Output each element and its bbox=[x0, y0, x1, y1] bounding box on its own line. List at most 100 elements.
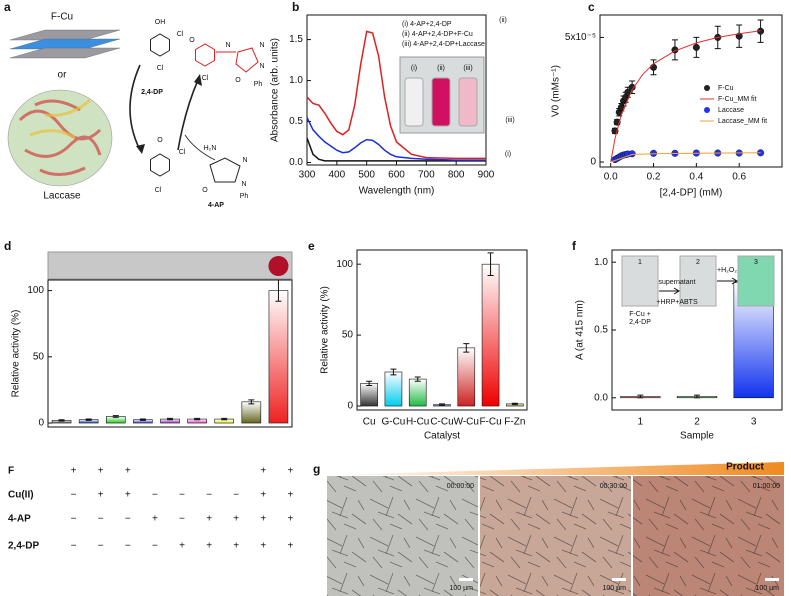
panel-label: e bbox=[308, 239, 315, 253]
x-tick-label: 500 bbox=[358, 170, 375, 181]
ring bbox=[195, 43, 215, 67]
arrow bbox=[129, 64, 141, 151]
point bbox=[735, 32, 743, 40]
y-tick-label: 5x10⁻⁵ bbox=[565, 32, 596, 43]
line bbox=[306, 30, 486, 160]
atom-label: O bbox=[235, 77, 241, 84]
error-bar bbox=[221, 417, 228, 421]
x-axis-title: Wavelength (nm) bbox=[359, 186, 435, 197]
table-cell: + bbox=[98, 490, 104, 501]
legend-entry: Laccase bbox=[718, 107, 744, 114]
micrograph-fibers bbox=[480, 476, 631, 596]
table-cell: + bbox=[179, 541, 185, 552]
plot-frame bbox=[599, 14, 783, 168]
y-tick-label: 1.0 bbox=[594, 257, 608, 268]
table-cell: + bbox=[152, 514, 158, 525]
line bbox=[306, 117, 486, 161]
vial bbox=[404, 77, 424, 127]
table-cell: + bbox=[260, 466, 266, 477]
table-cell: − bbox=[233, 490, 239, 501]
atom-label: N bbox=[225, 42, 230, 49]
line bbox=[306, 137, 486, 162]
fit-line bbox=[610, 30, 761, 163]
table-cell: − bbox=[125, 514, 131, 525]
x-tick-label: 600 bbox=[388, 170, 405, 181]
atom-label: H₂N bbox=[204, 145, 217, 152]
bar bbox=[268, 290, 289, 424]
error-bar bbox=[248, 399, 255, 405]
annotation: (iii) bbox=[505, 117, 514, 124]
y-axis-title: V0 (mMs⁻¹) bbox=[551, 65, 562, 117]
legend-key bbox=[704, 85, 710, 91]
arrowhead bbox=[136, 144, 145, 154]
point bbox=[650, 63, 658, 71]
arrow bbox=[177, 79, 199, 151]
x-tick-label: 700 bbox=[418, 170, 435, 181]
or-label: or bbox=[58, 70, 68, 81]
error-bar bbox=[366, 380, 373, 386]
x-tick-label: 900 bbox=[478, 170, 495, 181]
bar bbox=[408, 378, 427, 407]
atom-label: Cl bbox=[157, 65, 164, 72]
error-bar bbox=[194, 417, 201, 421]
table-cell: − bbox=[125, 541, 131, 552]
sheet-layer bbox=[9, 38, 121, 50]
atom-label: N bbox=[259, 42, 264, 49]
table-cell: − bbox=[179, 514, 185, 525]
scale-bar bbox=[459, 578, 473, 581]
scale-label: 100 µm bbox=[450, 585, 474, 592]
table-cell: − bbox=[179, 490, 185, 501]
atom-label: Cl bbox=[179, 149, 186, 156]
legend-entry: F-Cu bbox=[718, 85, 734, 92]
ring bbox=[209, 157, 241, 183]
atom-label: Cl bbox=[155, 187, 162, 194]
table-cell: + bbox=[71, 466, 77, 477]
error-bar bbox=[694, 394, 700, 399]
y-tick-label: 0 bbox=[590, 157, 596, 168]
error-bar bbox=[487, 252, 494, 277]
table-cell: + bbox=[288, 541, 294, 552]
row-label: 2,4-DP bbox=[8, 541, 39, 552]
inset-label: F-Cu + bbox=[629, 311, 651, 318]
inset-label: 2,4-DP bbox=[629, 319, 651, 326]
error-bar bbox=[511, 402, 518, 406]
y-axis-title: A (at 415 nm) bbox=[575, 300, 586, 360]
x-tick-label: 0.2 bbox=[647, 172, 661, 183]
atom-label: O bbox=[202, 187, 208, 194]
y-tick-label: 0.0 bbox=[594, 392, 608, 403]
y-tick-label: 50 bbox=[33, 351, 45, 362]
panel-label: b bbox=[292, 0, 299, 14]
inset-label: (i) bbox=[411, 65, 417, 72]
table-cell: + bbox=[125, 466, 131, 477]
inset-photo bbox=[621, 255, 659, 307]
arrowhead bbox=[194, 74, 202, 86]
y-tick-label: 0 bbox=[38, 418, 44, 429]
table-cell: + bbox=[233, 541, 239, 552]
scale-bar bbox=[765, 578, 779, 581]
scale-bar bbox=[612, 578, 626, 581]
y-tick-label: 1.0 bbox=[289, 75, 303, 86]
photo-strip bbox=[47, 251, 293, 280]
protein-ribbons bbox=[29, 98, 92, 140]
atom-label: Ph bbox=[254, 81, 263, 88]
bar bbox=[457, 347, 476, 407]
protein-ribbons bbox=[18, 99, 102, 176]
table-cell: + bbox=[260, 514, 266, 525]
x-axis-title: Sample bbox=[680, 431, 714, 442]
atom-label: O bbox=[157, 137, 163, 144]
legend-key bbox=[704, 107, 710, 113]
legend-entry: F-Cu_MM fit bbox=[718, 96, 757, 103]
x-axis-title: [2,4-DP] (mM) bbox=[660, 188, 723, 199]
bar bbox=[481, 263, 500, 407]
annotation: (ii) bbox=[499, 17, 507, 24]
reagent-label: 2,4-DP bbox=[141, 89, 163, 96]
row-label: 4-AP bbox=[8, 514, 31, 525]
x-tick-label: F-Cu bbox=[479, 417, 501, 428]
legend-entry: (i) 4-AP+2,4-DP bbox=[402, 21, 452, 28]
vial bbox=[431, 77, 451, 127]
legend-entry: (iii) 4-AP+2,4-DP+Laccase bbox=[402, 41, 485, 48]
inset-label: (ii) bbox=[437, 65, 445, 72]
table-cell: − bbox=[98, 514, 104, 525]
panel-label: c bbox=[588, 0, 595, 14]
